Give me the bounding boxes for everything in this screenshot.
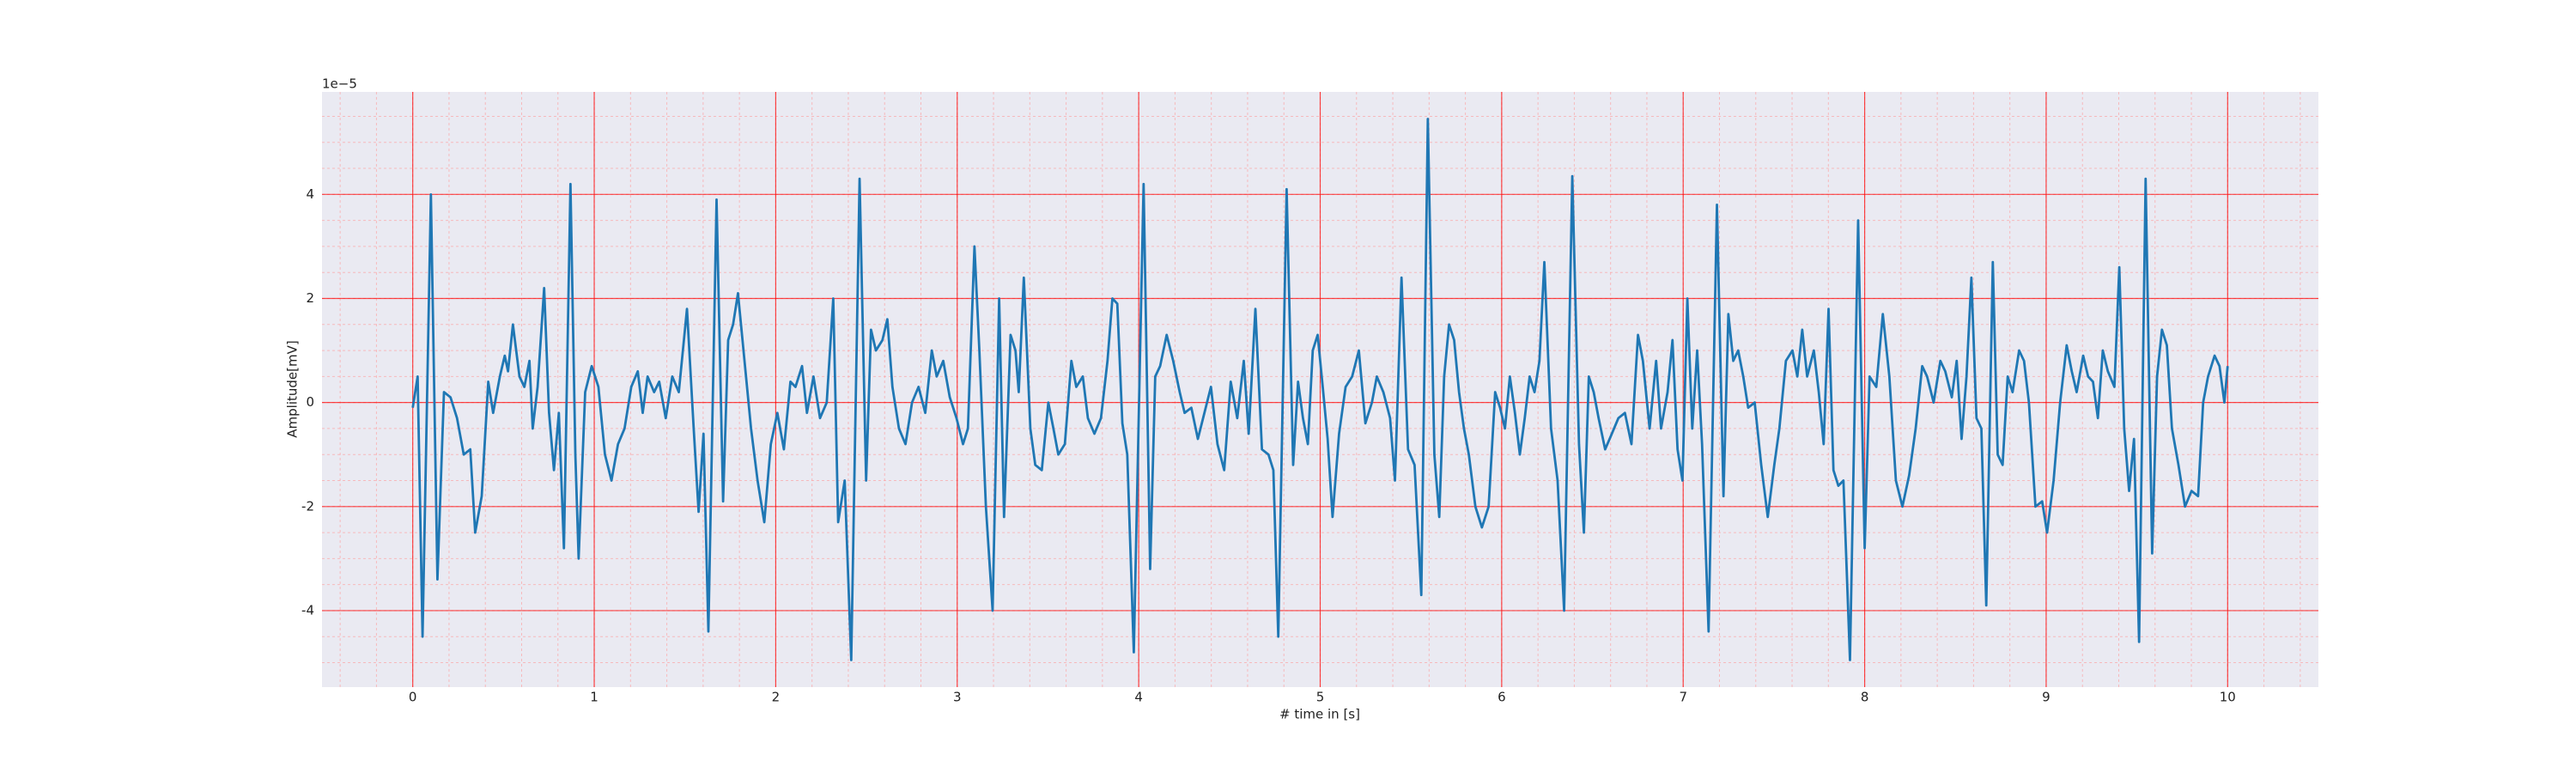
y-tick-label: -4: [301, 602, 314, 618]
x-tick-label: 8: [1861, 690, 1869, 705]
x-tick-label: 2: [772, 690, 781, 705]
y-axis-label: Amplitude[mV]: [285, 340, 301, 437]
x-tick-label: 7: [1679, 690, 1687, 705]
x-tick-label: 9: [2042, 690, 2050, 705]
y-tick-label: 0: [306, 394, 314, 410]
x-axis-label: # time in [s]: [1279, 707, 1360, 722]
y-tick-label: 4: [306, 186, 314, 202]
y-tick-label: 2: [306, 290, 314, 306]
y-tick-label: -2: [301, 498, 314, 514]
x-tick-label: 6: [1498, 690, 1506, 705]
x-tick-label: 0: [409, 690, 417, 705]
x-tick-label: 3: [953, 690, 962, 705]
x-tick-label: 1: [590, 690, 598, 705]
signal-line: [411, 118, 2229, 661]
x-tick-label: 5: [1316, 690, 1325, 705]
x-tick-label: 4: [1134, 690, 1143, 705]
x-tick-label: 10: [2220, 690, 2236, 705]
offset-label: 1e−5: [322, 76, 357, 92]
